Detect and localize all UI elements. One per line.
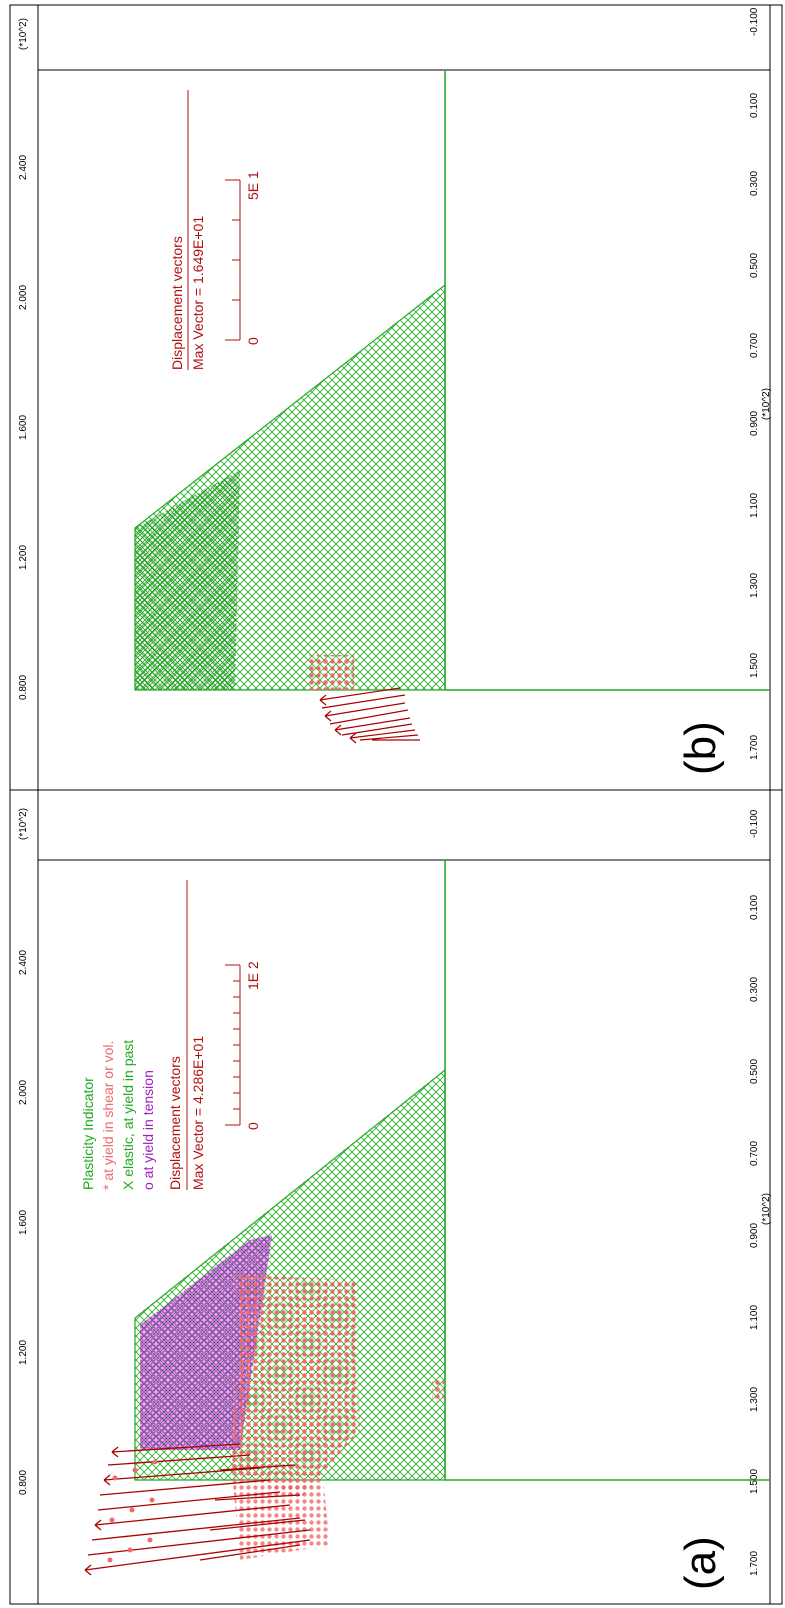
legend-a: Plasticity Indicator * at yield in shear… (80, 880, 261, 1190)
shear-yield-zone (230, 1275, 360, 1500)
legend-tension-yield: o at yield in tension (140, 1070, 156, 1190)
shear-yield-zone (432, 1380, 444, 1402)
tick-label: 0.900 (749, 1223, 760, 1248)
legend-displacement-title: Displacement vectors (169, 236, 185, 370)
tick-label: 1.100 (749, 1305, 760, 1330)
tick-label: 0.500 (749, 253, 760, 278)
shear-yield-zone (308, 655, 354, 690)
panel-b-along-ticks: -0.100 0.100 0.300 0.500 0.700 0.900 1.1… (749, 7, 772, 760)
panel-label-b: (b) (676, 721, 725, 775)
tick-label: 2.000 (18, 285, 29, 310)
tick-label: 0.300 (749, 977, 760, 1002)
legend-b: Displacement vectors Max Vector = 1.649E… (169, 90, 261, 370)
tick-label: 0.100 (749, 895, 760, 920)
panel-a-across-ticks: (*10^2) 2.400 2.000 1.600 1.200 0.800 (18, 808, 29, 1495)
panel-b-across-ticks: (*10^2) 2.400 2.000 1.600 1.200 0.800 (18, 18, 29, 700)
tick-label: 1.700 (749, 1551, 760, 1576)
tick-label: 1.500 (749, 1469, 760, 1494)
tick-label: 1.100 (749, 493, 760, 518)
legend-scale-start: 0 (245, 1122, 261, 1130)
legend-scale-end: 5E 1 (245, 171, 261, 200)
displacement-vectors (84, 1443, 311, 1576)
tick-label: 0.700 (749, 333, 760, 358)
tick-label: 0.800 (18, 675, 29, 700)
tick-label: 0.500 (749, 1059, 760, 1084)
tick-label: 1.300 (749, 573, 760, 598)
tick-label: 0.700 (749, 1141, 760, 1166)
tick-label: 1.600 (18, 1210, 29, 1235)
tick-label: 1.500 (749, 653, 760, 678)
legend-plasticity-title: Plasticity Indicator (80, 1077, 96, 1190)
tick-label: 0.100 (749, 93, 760, 118)
panel-a: (*10^2) 2.400 2.000 1.600 1.200 0.800 -0… (9, 789, 783, 1605)
legend-scale-start: 0 (245, 337, 261, 345)
displacement-vectors (319, 687, 420, 744)
panel-label-a: (a) (676, 1536, 725, 1590)
tick-label: 1.300 (749, 1387, 760, 1412)
tick-label: 0.800 (18, 1470, 29, 1495)
tick-label: -0.100 (749, 809, 760, 838)
panel-b: (*10^2) 2.400 2.000 1.600 1.200 0.800 -0… (9, 4, 783, 791)
tick-label: (*10^2) (18, 18, 29, 50)
panel-a-along-ticks: -0.100 0.100 0.300 0.500 0.700 0.900 1.1… (749, 809, 772, 1576)
tick-label: 2.400 (18, 155, 29, 180)
tick-label: 2.000 (18, 1080, 29, 1105)
tick-label: 1.600 (18, 415, 29, 440)
legend-shear-yield: * at yield in shear or vol. (100, 1041, 116, 1190)
vector-arrowheads (107, 1459, 158, 1563)
legend-max-vector: Max Vector = 4.286E+01 (190, 1036, 206, 1190)
axis-units-label: (*10^2) (761, 388, 772, 420)
tick-label: 1.700 (749, 735, 760, 760)
tick-label: 0.900 (749, 411, 760, 436)
tick-label: -0.100 (749, 7, 760, 36)
axis-units-label: (*10^2) (761, 1193, 772, 1225)
legend-elastic: X elastic, at yield in past (120, 1040, 136, 1190)
tick-label: 1.200 (18, 1340, 29, 1365)
legend-max-vector: Max Vector = 1.649E+01 (190, 216, 206, 370)
legend-displacement-title: Displacement vectors (167, 1056, 183, 1190)
mesh-dense-region (135, 470, 240, 690)
tick-label: (*10^2) (18, 808, 29, 840)
tick-label: 2.400 (18, 950, 29, 975)
panel-a-frame (9, 789, 783, 1605)
tick-label: 0.300 (749, 171, 760, 196)
legend-scale-end: 1E 2 (245, 961, 261, 990)
tick-label: 1.200 (18, 545, 29, 570)
shear-yield-zone (230, 1450, 330, 1560)
